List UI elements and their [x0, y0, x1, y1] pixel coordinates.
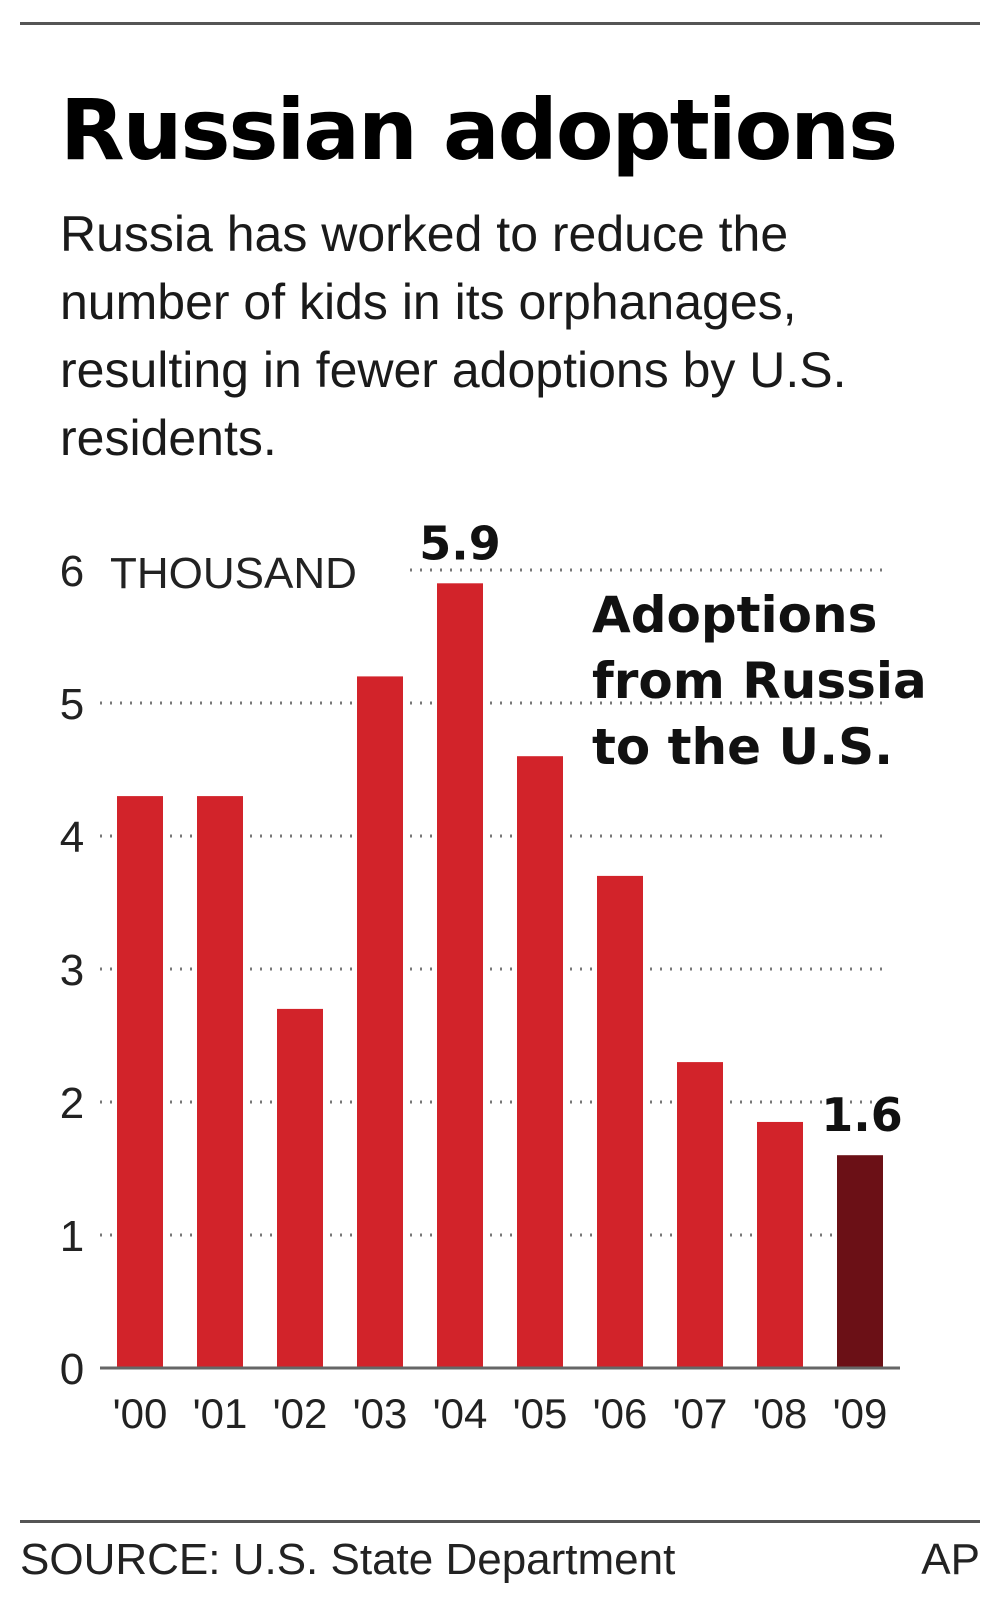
x-tick-label-00: '00 [113, 1390, 168, 1437]
x-tick-label-05: '05 [513, 1390, 568, 1437]
bar-09 [837, 1155, 883, 1368]
series-annotation: Adoptions from Russia to the U.S. [592, 586, 927, 776]
y-tick-label-6: 6 [60, 547, 84, 596]
y-tick-label-0: 0 [60, 1345, 84, 1394]
credit-label: AP [921, 1535, 980, 1584]
y-tick-label-3: 3 [60, 946, 84, 995]
y-unit-label: THOUSAND [110, 549, 357, 598]
bar-03 [357, 676, 403, 1368]
x-tick-label-09: '09 [833, 1390, 888, 1437]
bar-06 [597, 875, 643, 1368]
x-tick-label-06: '06 [593, 1390, 648, 1437]
bar-02 [277, 1008, 323, 1368]
y-tick-label-1: 1 [60, 1212, 84, 1261]
bar-01 [197, 796, 243, 1368]
bar-00 [117, 796, 163, 1368]
annotation-line: from Russia [592, 652, 927, 710]
y-tick-label-2: 2 [60, 1079, 84, 1128]
bar-07 [677, 1062, 723, 1368]
annotation-line: to the U.S. [592, 718, 893, 776]
x-tick-label-02: '02 [273, 1390, 328, 1437]
source-note: SOURCE: U.S. State Department [20, 1535, 676, 1584]
y-tick-label-5: 5 [60, 680, 84, 729]
bottom-rule [20, 1520, 980, 1523]
chart-title: Russian adoptions [60, 81, 898, 179]
value-label-5.9: 5.9 [419, 520, 501, 570]
y-tick-labels: 0 1 2 3 4 5 6 [60, 547, 84, 1394]
value-labels: 5.9 1.6 [419, 520, 903, 1142]
x-tick-label-08: '08 [753, 1390, 808, 1437]
bars [117, 583, 883, 1368]
x-tick-label-01: '01 [193, 1390, 248, 1437]
chart-subtitle: Russia has worked to reduce the number o… [60, 206, 847, 466]
y-tick-label-4: 4 [60, 813, 84, 862]
x-tick-labels: '00 '01 '02 '03 '04 '05 '06 '07 '08 '09 [113, 1390, 888, 1437]
bar-chart: 0 1 2 3 4 5 6 '00 '01 '02 '03 '04 '05 '06 '07 '08 '09 5… [60, 520, 927, 1437]
bar-04 [437, 583, 483, 1368]
bar-08 [757, 1121, 803, 1368]
x-tick-label-04: '04 [433, 1390, 488, 1437]
annotation-line: Adoptions [592, 586, 877, 644]
x-tick-label-07: '07 [673, 1390, 728, 1437]
value-label-1.6: 1.6 [821, 1088, 903, 1142]
bar-05 [517, 756, 563, 1368]
top-rule [20, 22, 980, 25]
x-tick-label-03: '03 [353, 1390, 408, 1437]
